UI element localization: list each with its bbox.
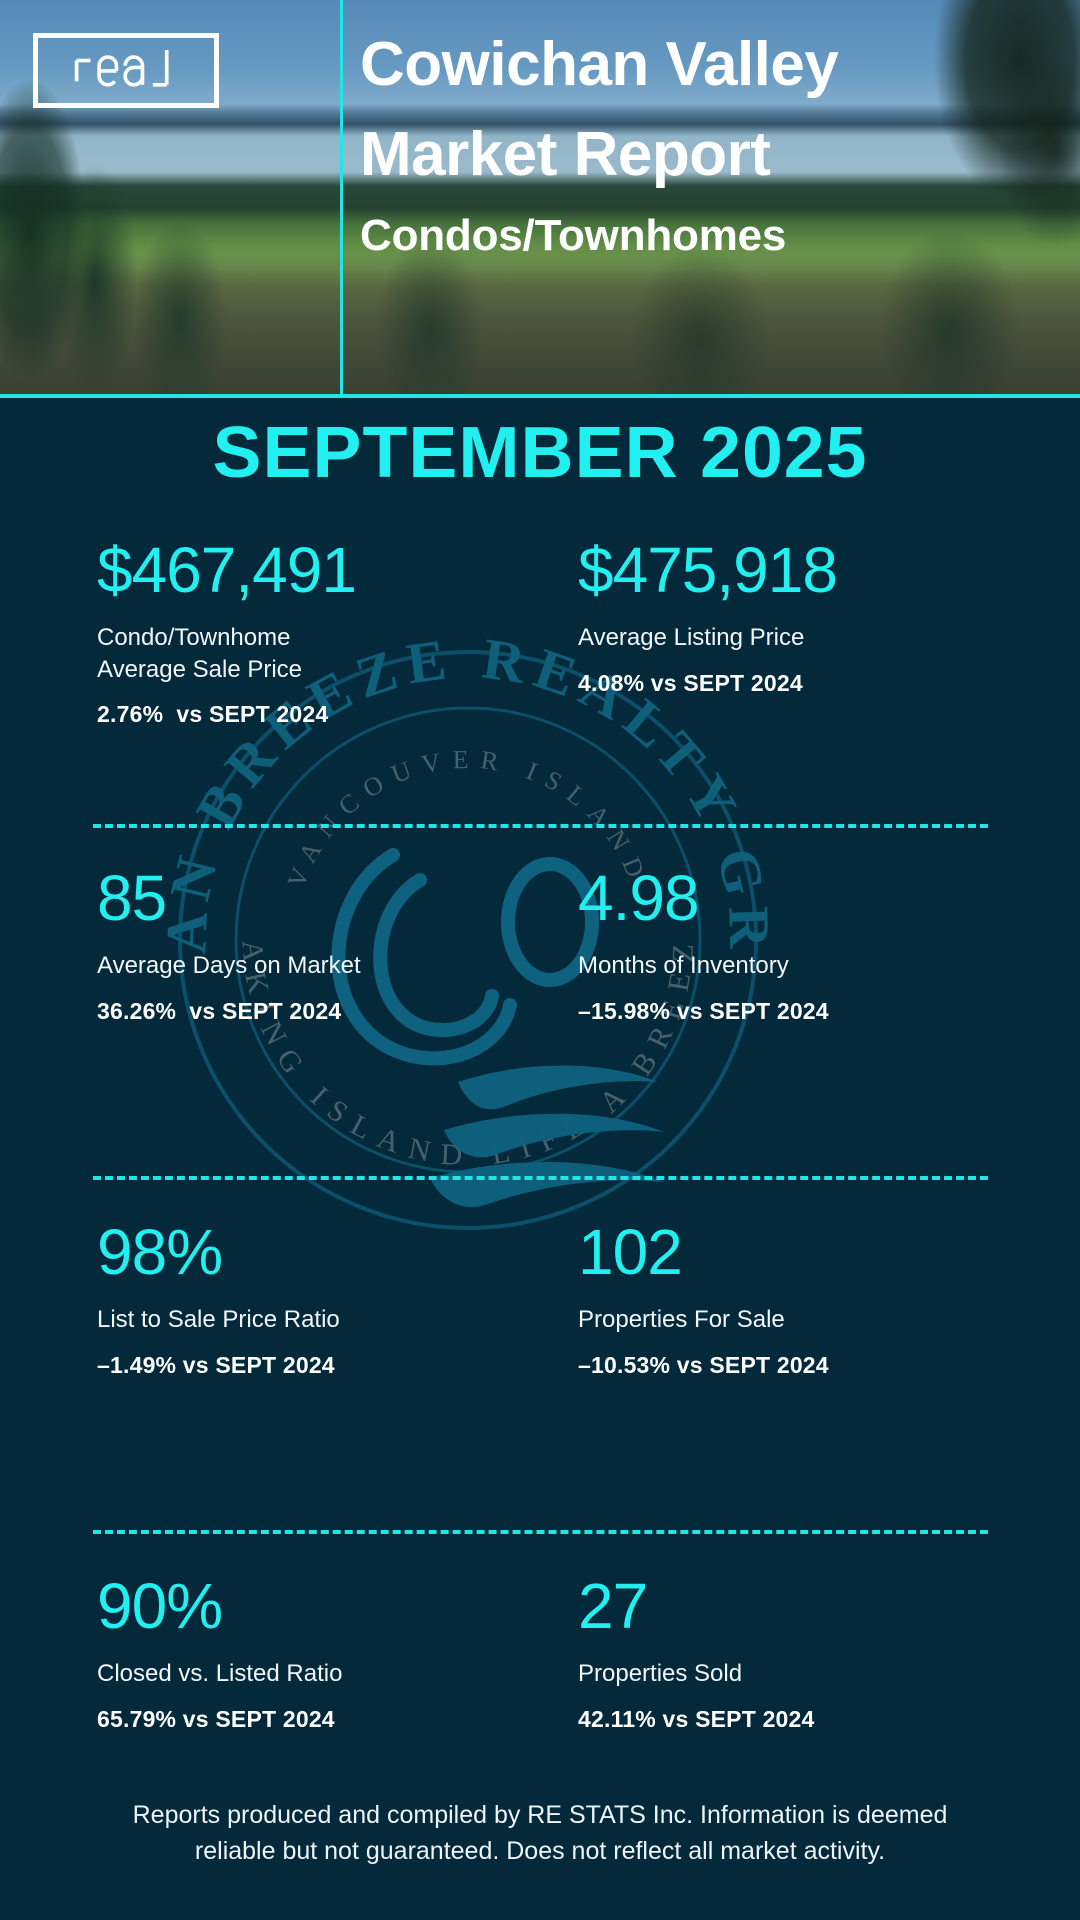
hero-horizontal-divider — [0, 394, 1080, 398]
stat-delta: –10.53% vs SEPT 2024 — [578, 1351, 829, 1378]
real-wordmark-icon — [74, 50, 169, 87]
stat-delta: 42.11% vs SEPT 2024 — [578, 1705, 815, 1732]
stat-delta: 36.26% vs SEPT 2024 — [97, 997, 342, 1024]
stat-row: 90% Closed vs. Listed Ratio 65.79% vs SE… — [0, 1574, 1080, 1794]
stat-value: 85 — [97, 862, 167, 934]
stat-label: Condo/Townhome Average Sale Price — [97, 624, 303, 683]
hero-banner: Cowichan Valley Market Report Condos/Tow… — [0, 0, 1080, 398]
stat-card-properties-for-sale: 102 Properties For Sale –10.53% vs SEPT … — [490, 1220, 1080, 1490]
stat-card-days-on-market: 85 Average Days on Market 36.26% vs SEPT… — [0, 866, 490, 1136]
stat-card-properties-sold: 27 Properties Sold 42.11% vs SEPT 2024 — [490, 1574, 1080, 1794]
hero-title-group: Cowichan Valley Market Report Condos/Tow… — [360, 24, 1066, 262]
hero-scrim — [0, 0, 1080, 398]
stat-value: 90% — [97, 1570, 223, 1642]
section-divider — [92, 824, 988, 828]
stat-delta: 4.08% vs SEPT 2024 — [578, 669, 803, 696]
landscape-photo — [0, 0, 1080, 398]
stat-label: List to Sale Price Ratio — [97, 1306, 340, 1333]
stat-row: 98% List to Sale Price Ratio –1.49% vs S… — [0, 1220, 1080, 1490]
stat-label: Average Days on Market — [97, 952, 361, 979]
disclaimer: Reports produced and compiled by RE STAT… — [0, 1798, 1080, 1869]
stat-delta: –15.98% vs SEPT 2024 — [578, 997, 829, 1024]
stat-value: 4.98 — [578, 862, 700, 934]
stat-delta: –1.49% vs SEPT 2024 — [97, 1351, 335, 1378]
stat-delta: 2.76% vs SEPT 2024 — [97, 701, 329, 728]
disclaimer-line1: Reports produced and compiled by RE STAT… — [132, 1801, 948, 1829]
stat-card-months-of-inventory: 4.98 Months of Inventory –15.98% vs SEPT… — [490, 866, 1080, 1136]
section-divider — [92, 1176, 988, 1180]
stat-label: Properties Sold — [578, 1660, 743, 1687]
hero-subtitle: Condos/Townhomes — [360, 210, 787, 260]
stat-value: 27 — [578, 1570, 648, 1642]
stat-row: $467,491 Condo/Townhome Average Sale Pri… — [0, 538, 1080, 786]
hero-vertical-divider — [340, 0, 343, 398]
stat-label: Average Listing Price — [578, 624, 805, 651]
disclaimer-line2: reliable but not guaranteed. Does not re… — [194, 1836, 886, 1865]
month-title: SEPTEMBER 2025 — [212, 413, 868, 493]
stat-value: $475,918 — [578, 534, 838, 606]
stats-grid: $467,491 Condo/Townhome Average Sale Pri… — [0, 538, 1080, 1794]
stat-value: 102 — [578, 1216, 683, 1288]
stat-card-closed-vs-listed-ratio: 90% Closed vs. Listed Ratio 65.79% vs SE… — [0, 1574, 490, 1794]
stat-value: $467,491 — [97, 534, 357, 606]
stat-row: 85 Average Days on Market 36.26% vs SEPT… — [0, 866, 1080, 1136]
stat-label: Closed vs. Listed Ratio — [97, 1660, 343, 1687]
stat-card-list-to-sale-ratio: 98% List to Sale Price Ratio –1.49% vs S… — [0, 1220, 490, 1490]
section-divider — [92, 1530, 988, 1534]
stat-label: Properties For Sale — [578, 1306, 785, 1333]
stat-delta: 65.79% vs SEPT 2024 — [97, 1705, 335, 1732]
hero-title-line1: Cowichan Valley — [360, 30, 839, 99]
stat-card-avg-sale-price: $467,491 Condo/Townhome Average Sale Pri… — [0, 538, 490, 786]
hero-title-line2: Market Report — [360, 119, 771, 189]
stat-card-avg-listing-price: $475,918 Average Listing Price 4.08% vs … — [490, 538, 1080, 786]
stat-value: 98% — [97, 1216, 223, 1288]
real-logo-frame — [33, 33, 219, 108]
stat-label: Months of Inventory — [578, 952, 789, 979]
